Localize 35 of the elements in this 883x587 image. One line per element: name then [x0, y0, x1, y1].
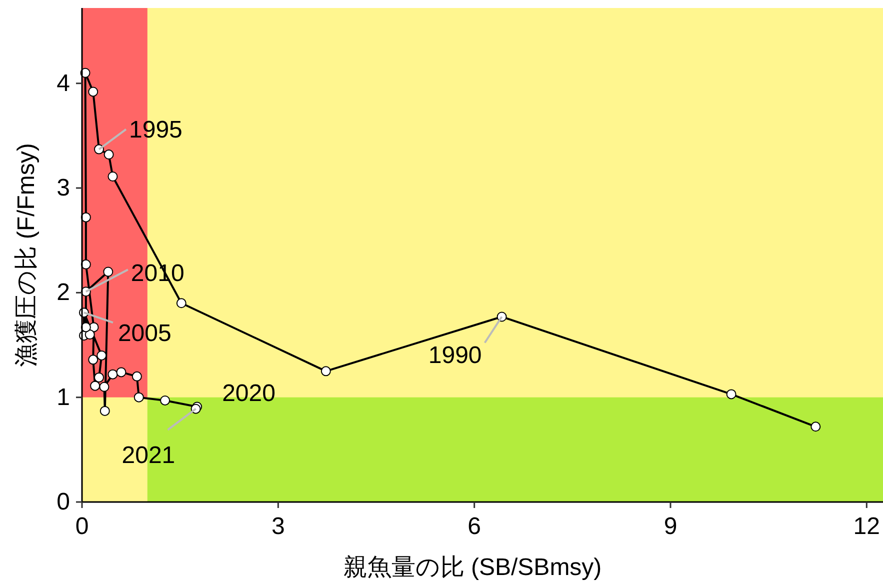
y-tick-label: 4 — [56, 70, 70, 97]
y-tick-label: 0 — [56, 488, 70, 516]
point — [108, 172, 118, 182]
x-tick-label: 3 — [271, 513, 285, 540]
y-tick-label: 3 — [56, 174, 70, 202]
x-tick-label: 9 — [664, 513, 678, 540]
annotation: 2020 — [222, 380, 276, 408]
x-tick-label: 12 — [853, 513, 880, 540]
point — [132, 371, 142, 382]
point — [134, 392, 144, 402]
point — [84, 330, 95, 340]
point — [90, 380, 100, 391]
x-tick-label: 6 — [468, 513, 482, 540]
y-tick-label: 1 — [56, 384, 70, 411]
x-tick-label: 0 — [75, 513, 89, 540]
x-axis-title: 親魚量の比 (SB/SBmsy) — [343, 554, 602, 581]
y-axis-title: 漁獲圧の比 (F/Fmsy) — [13, 143, 40, 367]
point — [726, 389, 736, 400]
point — [810, 422, 821, 432]
point — [104, 150, 114, 160]
point — [116, 367, 126, 378]
y-tick-label: 2 — [56, 279, 70, 306]
point — [96, 350, 107, 360]
point — [88, 86, 98, 97]
point — [100, 406, 110, 416]
annotation: 1990 — [428, 342, 482, 370]
point — [320, 366, 331, 376]
point — [88, 354, 98, 365]
point — [108, 369, 118, 380]
annotation: 2021 — [122, 442, 176, 470]
point — [176, 298, 186, 308]
point — [99, 382, 110, 392]
point — [160, 395, 170, 406]
point — [103, 266, 114, 277]
point — [94, 372, 104, 382]
